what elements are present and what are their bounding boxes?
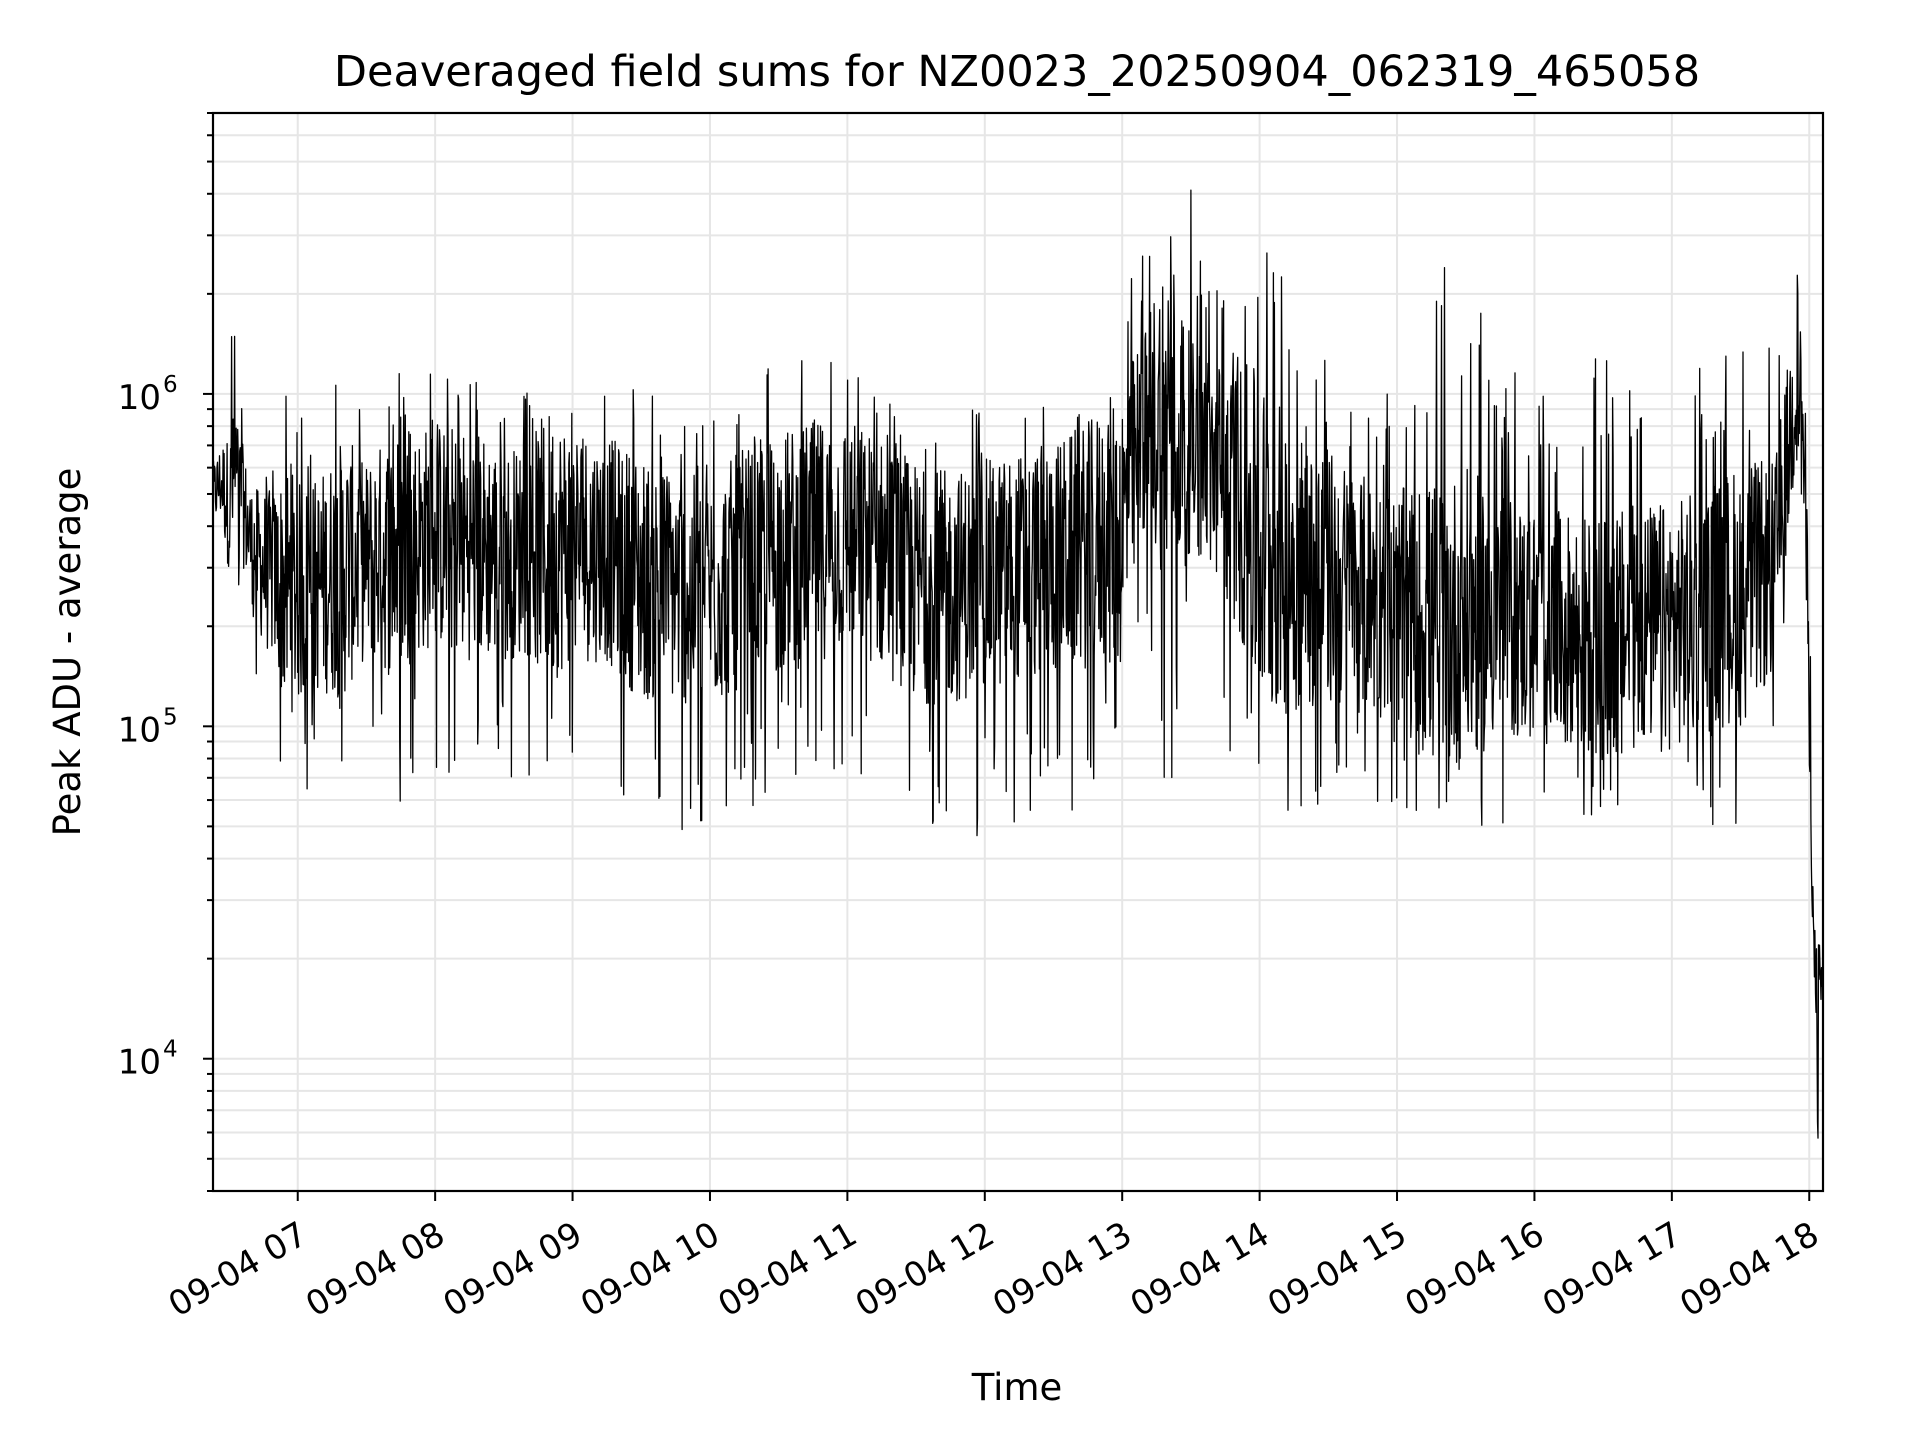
y-tick-exponent: 6 xyxy=(163,372,178,398)
y-tick-label: 10 4 xyxy=(118,1037,178,1083)
series-line-0 xyxy=(212,189,1824,1139)
y-tick-exponent: 4 xyxy=(163,1037,178,1063)
x-tick-label: 09-04 17 xyxy=(1536,1214,1688,1325)
x-tick-label: 09-04 18 xyxy=(1673,1214,1825,1325)
x-tick-label: 09-04 10 xyxy=(574,1214,726,1325)
x-tick-label: 09-04 07 xyxy=(162,1214,314,1325)
axis-ticks xyxy=(203,112,1811,1201)
y-tick-base: 10 xyxy=(118,1043,161,1083)
series-group xyxy=(212,189,1824,1139)
y-axis-label: Peak ADU - average xyxy=(46,468,89,837)
plot-frame xyxy=(211,111,1825,1193)
x-tick-label: 09-04 12 xyxy=(849,1214,1001,1325)
x-tick-label: 09-04 11 xyxy=(711,1214,863,1325)
x-axis-label: Time xyxy=(971,1366,1063,1409)
y-tick-base: 10 xyxy=(118,378,161,418)
x-tick-label: 09-04 09 xyxy=(437,1214,589,1325)
x-tick-label: 09-04 15 xyxy=(1261,1214,1413,1325)
x-tick-label: 09-04 16 xyxy=(1399,1214,1551,1325)
y-tick-base: 10 xyxy=(118,710,161,750)
x-tick-label: 09-04 08 xyxy=(299,1214,451,1325)
y-tick-exponent: 5 xyxy=(163,704,178,730)
x-tick-label: 09-04 13 xyxy=(986,1214,1138,1325)
chart-title: Deaveraged field sums for NZ0023_2025090… xyxy=(334,47,1700,97)
y-tick-label: 10 6 xyxy=(118,372,178,418)
y-tick-label: 10 5 xyxy=(118,704,178,750)
x-tick-label: 09-04 14 xyxy=(1124,1214,1276,1325)
